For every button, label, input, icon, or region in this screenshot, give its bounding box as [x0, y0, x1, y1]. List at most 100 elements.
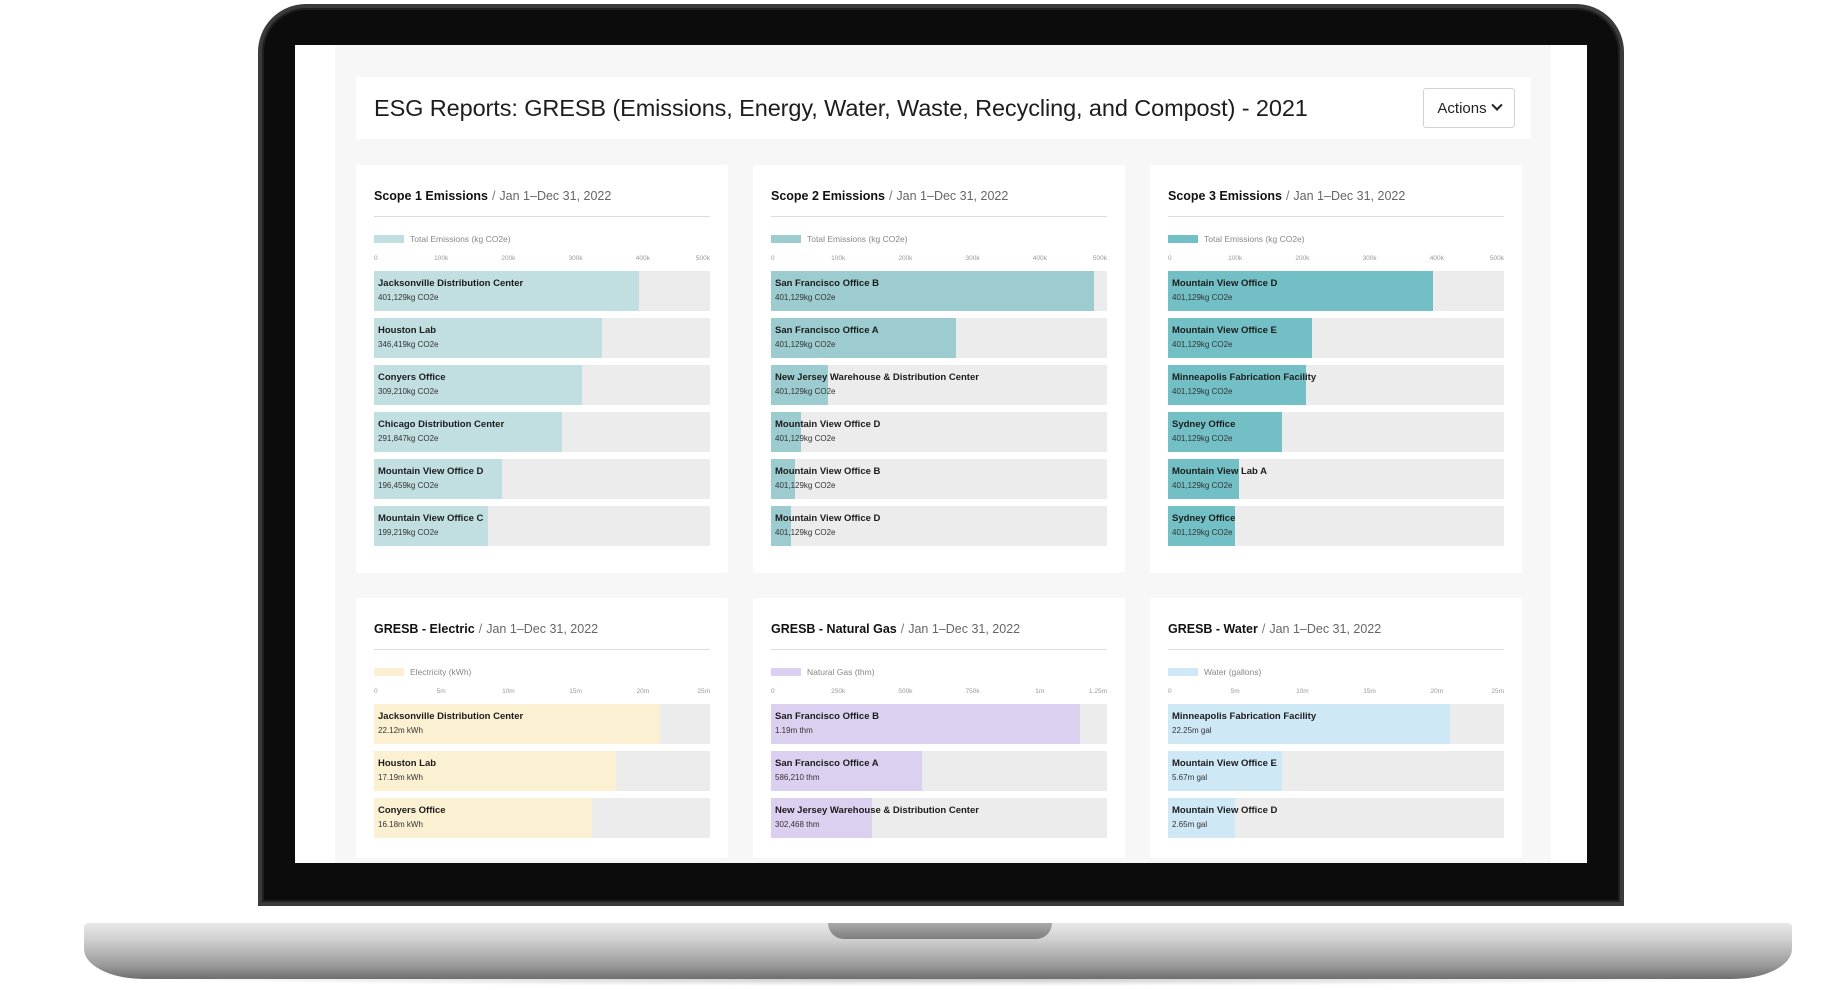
- legend-swatch: [1168, 668, 1198, 676]
- bar-value: 199,219kg CO2e: [378, 528, 439, 537]
- x-axis-tick-label: 0: [771, 255, 775, 262]
- x-axis-tick-label: 5m: [1230, 688, 1240, 695]
- bar-value: 401,129kg CO2e: [775, 293, 836, 302]
- bar-row[interactable]: San Francisco Office A 586,210 thm: [771, 751, 1107, 791]
- bar-row[interactable]: Mountain View Office D 401,129kg CO2e: [1168, 271, 1504, 311]
- legend-label: Total Emissions (kg CO2e): [807, 234, 908, 244]
- bar: [771, 365, 829, 405]
- x-axis-tick-label: 1.25m: [1088, 688, 1107, 695]
- chart-legend: Electricity (kWh): [374, 666, 710, 678]
- bar-row[interactable]: Mountain View Office D 401,129kg CO2e: [771, 506, 1107, 546]
- bar-row[interactable]: Mountain View Office E 401,129kg CO2e: [1168, 318, 1504, 358]
- bar-row[interactable]: Mountain View Office C 199,219kg CO2e: [374, 506, 710, 546]
- x-axis-tick-label: 500k: [1092, 255, 1107, 262]
- card-header: GRESB - Electric / Jan 1–Dec 31, 2022: [374, 598, 710, 650]
- bar-row[interactable]: San Francisco Office A 401,129kg CO2e: [771, 318, 1107, 358]
- bar-label: Sydney Office: [1172, 513, 1236, 524]
- bar-row[interactable]: Jacksonville Distribution Center 22.12m k…: [374, 704, 710, 744]
- bar-row[interactable]: Houston Lab 17.19m kWh: [374, 751, 710, 791]
- bar-row[interactable]: Sydney Office 401,129kg CO2e: [1168, 506, 1504, 546]
- card-title: GRESB - Water: [1168, 622, 1258, 636]
- laptop-hinge-notch: [828, 923, 1052, 939]
- x-axis-tick-label: 250k: [831, 688, 846, 695]
- card-date-range: Jan 1–Dec 31, 2022: [908, 622, 1021, 636]
- card-title: Scope 1 Emissions: [374, 189, 488, 203]
- bar-value: 401,129kg CO2e: [1172, 481, 1233, 490]
- bar-row[interactable]: New Jersey Warehouse & Distribution Cent…: [771, 798, 1107, 838]
- bar-row[interactable]: Mountain View Office D 2.65m gal: [1168, 798, 1504, 838]
- x-axis-tick-label: 300k: [568, 255, 583, 262]
- bar-row[interactable]: Chicago Distribution Center 291,847kg CO2…: [374, 412, 710, 452]
- bar-value: 401,129kg CO2e: [1172, 387, 1233, 396]
- card-title: GRESB - Natural Gas: [771, 622, 897, 636]
- x-axis: 0 250k 500k 750k 1m 1.25m: [771, 684, 1107, 704]
- x-axis-tick-label: 100k: [831, 255, 846, 262]
- bar-row[interactable]: Mountain View Office B 401,129kg CO2e: [771, 459, 1107, 499]
- x-axis-tick-label: 0: [1168, 688, 1172, 695]
- x-axis-tick-label: 0: [374, 255, 378, 262]
- bar: [771, 271, 1094, 311]
- x-axis-tick-label: 100k: [1228, 255, 1243, 262]
- chart-legend: Total Emissions (kg CO2e): [1168, 233, 1504, 245]
- report-card: Scope 1 Emissions / Jan 1–Dec 31, 2022 Tota…: [356, 165, 728, 573]
- bar-row[interactable]: San Francisco Office B 1.19m thm: [771, 704, 1107, 744]
- bar-row[interactable]: Mountain View Lab A 401,129kg CO2e: [1168, 459, 1504, 499]
- card-header: GRESB - Water / Jan 1–Dec 31, 2022: [1168, 598, 1504, 650]
- x-axis-tick-label: 1m: [1035, 688, 1045, 695]
- legend-swatch: [771, 668, 801, 676]
- x-axis-tick-label: 400k: [1429, 255, 1444, 262]
- bar-label: Mountain View Office D: [378, 466, 484, 477]
- bar-row[interactable]: Mountain View Office D 401,129kg CO2e: [771, 412, 1107, 452]
- x-axis-tick-label: 0: [771, 688, 775, 695]
- bar-row[interactable]: Houston Lab 346,419kg CO2e: [374, 318, 710, 358]
- bar-label: Houston Lab: [378, 325, 437, 336]
- bar-row[interactable]: San Francisco Office B 401,129kg CO2e: [771, 271, 1107, 311]
- bar-label: Mountain View Office C: [378, 513, 484, 524]
- report-card: GRESB - Water / Jan 1–Dec 31, 2022 Water (g…: [1150, 598, 1522, 858]
- bar: [1168, 318, 1313, 358]
- bar-row[interactable]: Mountain View Office E 5.67m gal: [1168, 751, 1504, 791]
- bar: [374, 318, 603, 358]
- bar-value: 401,129kg CO2e: [775, 528, 836, 537]
- card-date-range: Jan 1–Dec 31, 2022: [1293, 189, 1406, 203]
- card-title: Scope 3 Emissions: [1168, 189, 1282, 203]
- bar-row[interactable]: New Jersey Warehouse & Distribution Cent…: [771, 365, 1107, 405]
- bar-label: Minneapolis Fabrication Facility: [1172, 711, 1317, 722]
- dashboard: ESG Reports: GRESB (Emissions, Energy, W…: [335, 45, 1551, 863]
- bar-value: 401,129kg CO2e: [1172, 434, 1233, 443]
- bar-row[interactable]: Conyers Office 309,210kg CO2e: [374, 365, 710, 405]
- bar: [771, 506, 792, 546]
- card-title: GRESB - Electric: [374, 622, 475, 636]
- bar-row[interactable]: Conyers Office 16.18m kWh: [374, 798, 710, 838]
- actions-button[interactable]: Actions: [1423, 88, 1515, 128]
- x-axis-tick-label: 500k: [695, 255, 710, 262]
- x-axis-tick-label: 400k: [1032, 255, 1047, 262]
- bar-row[interactable]: Mountain View Office D 196,459kg CO2e: [374, 459, 710, 499]
- bar: [771, 459, 795, 499]
- bar-label: Mountain View Office B: [775, 466, 881, 477]
- x-axis-tick-label: 15m: [569, 688, 582, 695]
- x-axis-tick-label: 200k: [501, 255, 516, 262]
- bar-value: 401,129kg CO2e: [775, 481, 836, 490]
- bar: [1168, 271, 1434, 311]
- bar-label: Sydney Office: [1172, 419, 1236, 430]
- bar-row[interactable]: Minneapolis Fabrication Facility 22.25m g…: [1168, 704, 1504, 744]
- bar-row[interactable]: Minneapolis Fabrication Facility 401,129k…: [1168, 365, 1504, 405]
- bar: [374, 412, 563, 452]
- card-date-range: Jan 1–Dec 31, 2022: [486, 622, 599, 636]
- x-axis: 0 100k 200k 300k 400k 500k: [1168, 251, 1504, 271]
- bar: [1168, 412, 1283, 452]
- card-header: Scope 1 Emissions / Jan 1–Dec 31, 2022: [374, 165, 710, 217]
- bar-value: 401,129kg CO2e: [775, 340, 836, 349]
- bar-row[interactable]: Jacksonville Distribution Center 401,129k…: [374, 271, 710, 311]
- legend-label: Natural Gas (thm): [807, 667, 875, 677]
- bar-row[interactable]: Sydney Office 401,129kg CO2e: [1168, 412, 1504, 452]
- card-date-range: Jan 1–Dec 31, 2022: [896, 189, 1009, 203]
- x-axis-tick-label: 100k: [434, 255, 449, 262]
- x-axis-tick-label: 200k: [1295, 255, 1310, 262]
- card-separator: /: [491, 189, 496, 203]
- chart-legend: Total Emissions (kg CO2e): [374, 233, 710, 245]
- bar-label: Conyers Office: [378, 805, 446, 816]
- x-axis: 0 5m 10m 15m 20m 25m: [1168, 684, 1504, 704]
- bar-value: 5.67m gal: [1172, 773, 1208, 782]
